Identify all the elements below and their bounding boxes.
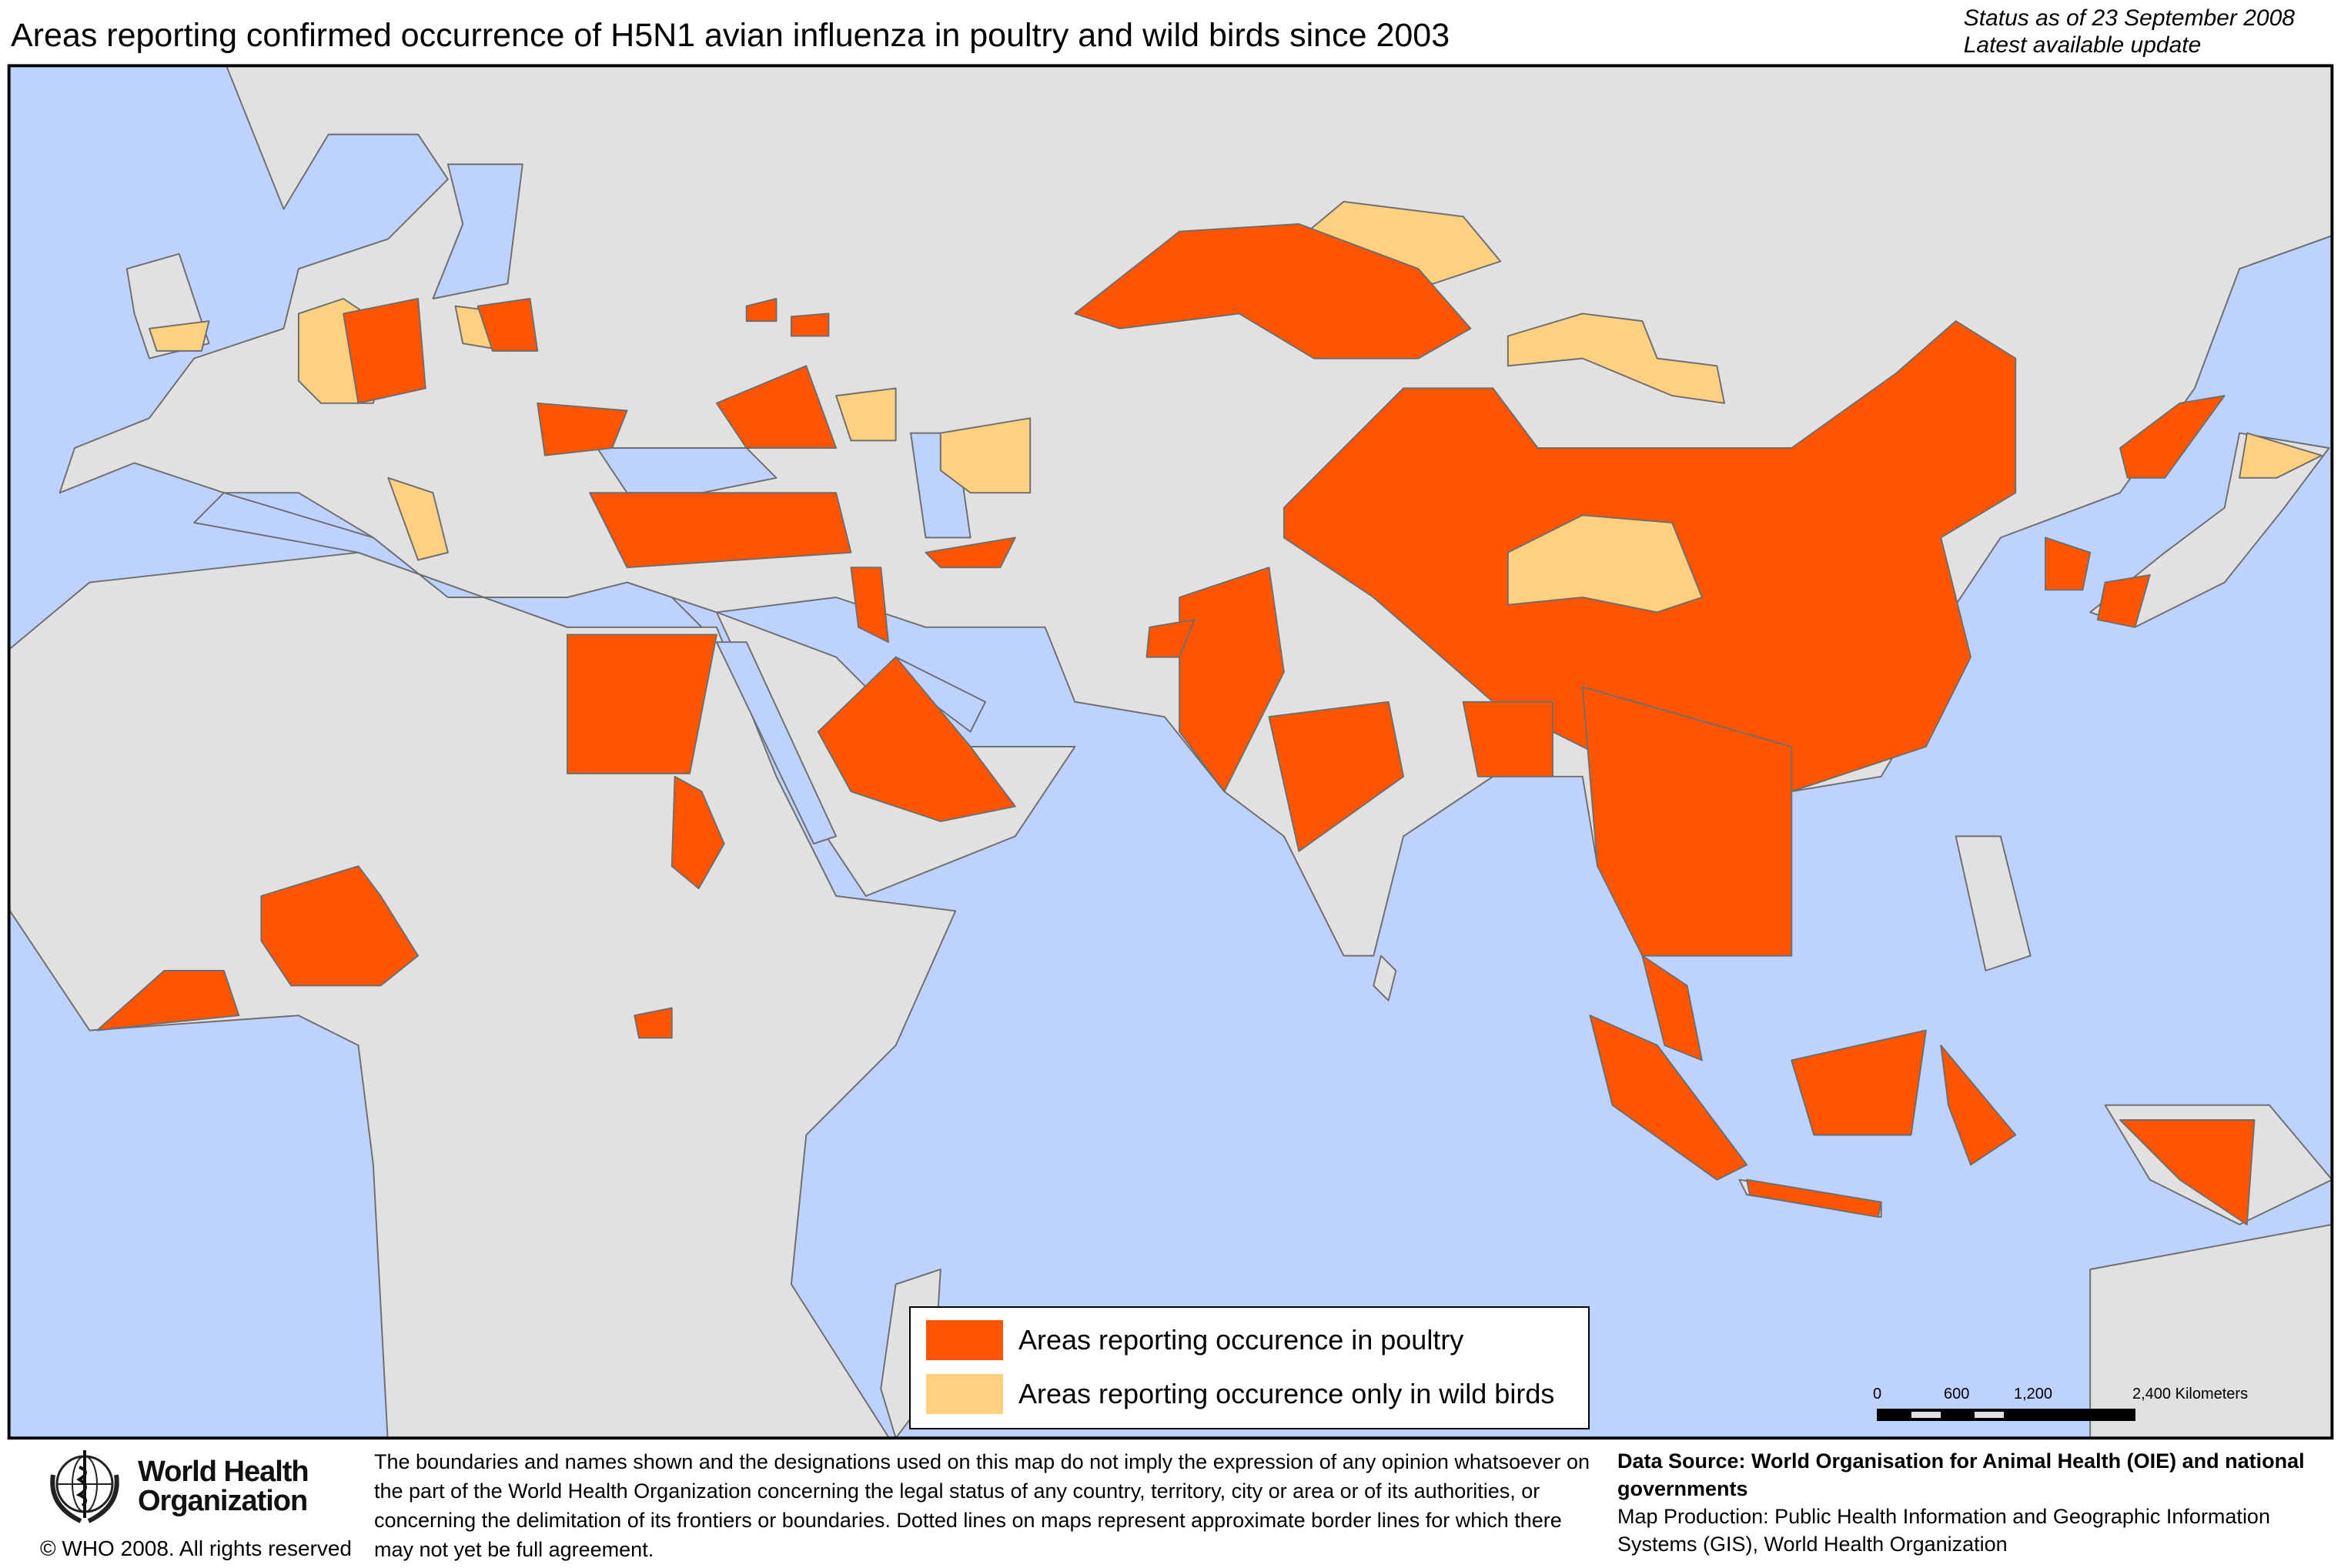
- poultry-russia-east: [2119, 395, 2226, 479]
- poultry-saudi: [817, 656, 1016, 822]
- poultry-iraq: [850, 567, 889, 644]
- scale-tick: 1,200: [2014, 1386, 2053, 1403]
- legend-item-wild-birds: Areas reporting occurence only in wild b…: [926, 1372, 1554, 1416]
- legend-label: Areas reporting occurence only in wild b…: [1018, 1378, 1555, 1409]
- wild-italy: [387, 476, 449, 561]
- status-date: Status as of 23 September 2008: [1963, 5, 2295, 31]
- disclaimer: The boundaries and names shown and the d…: [374, 1450, 1590, 1561]
- poultry-india: [1268, 700, 1405, 852]
- poultry-bangladesh: [1462, 700, 1553, 777]
- scale-bar-graphic: [1877, 1409, 2135, 1421]
- red-sea: [715, 641, 838, 845]
- poultry-sudan: [671, 775, 725, 890]
- poultry-russia-kazakhstan: [1074, 223, 1472, 359]
- poultry-java: [1746, 1179, 1882, 1219]
- poultry-sumatra: [1589, 1015, 1748, 1181]
- wild-ukraine: [835, 387, 897, 442]
- wild-uk: [148, 320, 210, 352]
- poultry-turkey: [589, 492, 852, 569]
- wild-inner-mongolia: [1507, 313, 1725, 404]
- poultry-russia-w2: [790, 313, 830, 337]
- scale-tick: 2,400 Kilometers: [2132, 1386, 2249, 1403]
- who-emblem-icon: [50, 1450, 119, 1523]
- poultry-germany: [343, 298, 426, 404]
- legend: Areas reporting occurence in poultry Are…: [909, 1306, 1590, 1429]
- poultry-sulawesi: [1940, 1045, 2017, 1166]
- scale-segment: [1911, 1412, 1941, 1418]
- poultry-malaysia: [1641, 955, 1703, 1061]
- copyright: © WHO 2008. All rights reserved: [40, 1536, 353, 1560]
- who-name-line2: Organization: [138, 1485, 308, 1517]
- land-sri-lanka: [1373, 955, 1397, 1001]
- scale-tick: 600: [1944, 1386, 1970, 1403]
- wild-qinghai-hole: [1507, 514, 1703, 613]
- data-source: Data Source: World Organisation for Anim…: [1617, 1449, 2305, 1500]
- mediterranean: [193, 492, 703, 628]
- inland-seas: [193, 163, 986, 845]
- poultry-new-guinea: [2119, 1119, 2256, 1225]
- map-title: Areas reporting confirmed occurrence of …: [11, 17, 1450, 54]
- land-philippines: [1955, 835, 2032, 971]
- map-production: Map Production: Public Health Informatio…: [1617, 1505, 2270, 1556]
- who-name: World Health Organization: [138, 1457, 309, 1516]
- poultry-nigeria: [260, 865, 420, 987]
- scale-bar: 0 600 1,200 2,400 Kilometers: [1871, 1386, 2302, 1432]
- scale-segment: [1975, 1412, 2004, 1418]
- wild-japan: [2239, 432, 2323, 479]
- who-name-line1: World Health: [138, 1456, 309, 1488]
- status-note: Latest available update: [1963, 32, 2202, 58]
- wild-birds-swatch: [926, 1374, 1003, 1414]
- black-sea: [596, 447, 778, 494]
- poultry-russia-west: [745, 298, 778, 323]
- poultry-afghanistan: [1145, 619, 1196, 658]
- wild-qinghai: [1507, 514, 1703, 613]
- legend-label: Areas reporting occurence in poultry: [1018, 1324, 1464, 1356]
- baltic-sea: [432, 163, 523, 299]
- legend-item-poultry: Areas reporting occurence in poultry: [926, 1319, 1463, 1362]
- poultry-pakistan: [1179, 567, 1285, 793]
- poultry-egypt: [567, 634, 717, 774]
- poultry-poland: [477, 298, 539, 352]
- poultry-cameroon: [634, 1007, 673, 1039]
- who-logo: World Health Organization: [42, 1444, 319, 1529]
- poultry-ukraine: [715, 365, 838, 449]
- poultry-west-africa: [96, 970, 240, 1031]
- poultry-romania: [537, 402, 628, 456]
- map-frame: [7, 64, 2334, 1440]
- poultry-swatch: [926, 1320, 1003, 1360]
- poultry-se-asia: [1581, 686, 1793, 957]
- poultry-borneo: [1791, 1029, 1927, 1136]
- scale-tick: 0: [1873, 1386, 1882, 1403]
- status-box: Status as of 23 September 2008 Latest av…: [1964, 5, 2295, 59]
- poultry-korea: [2045, 537, 2092, 591]
- poultry-japan: [2096, 573, 2151, 628]
- source-info: Data Source: World Organisation for Anim…: [1617, 1447, 2310, 1558]
- poultry-iran: [925, 537, 1016, 569]
- wild-kazakhstan: [939, 417, 1032, 494]
- land-australia: [2089, 1223, 2333, 1439]
